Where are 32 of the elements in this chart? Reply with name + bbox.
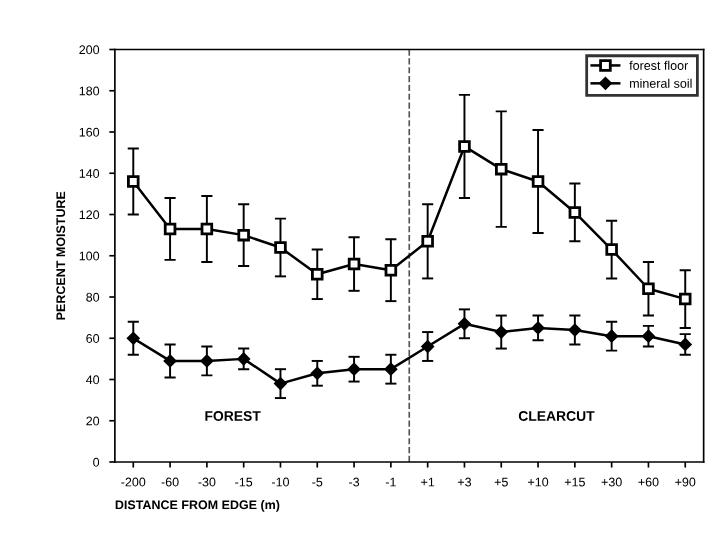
point (200, 354, 214, 368)
point (310, 367, 324, 380)
point (237, 228, 250, 242)
point (127, 175, 140, 188)
point (347, 257, 361, 271)
point (531, 175, 545, 188)
point (678, 338, 692, 351)
point (642, 282, 655, 295)
point (605, 243, 618, 256)
point (163, 354, 177, 368)
point (347, 362, 361, 376)
point (274, 377, 287, 390)
point (531, 321, 545, 335)
point (237, 352, 250, 366)
point (421, 340, 434, 353)
point (494, 325, 508, 339)
point (384, 263, 398, 277)
point (495, 162, 508, 176)
point (163, 222, 177, 236)
point (384, 362, 398, 376)
point (421, 235, 434, 248)
point (678, 292, 692, 306)
point (458, 140, 471, 153)
point (568, 323, 582, 337)
point (126, 331, 140, 345)
point (605, 329, 618, 343)
point (458, 317, 471, 331)
point (568, 206, 582, 219)
point (642, 329, 655, 343)
point (200, 222, 214, 236)
point (274, 241, 287, 254)
point (311, 268, 324, 281)
